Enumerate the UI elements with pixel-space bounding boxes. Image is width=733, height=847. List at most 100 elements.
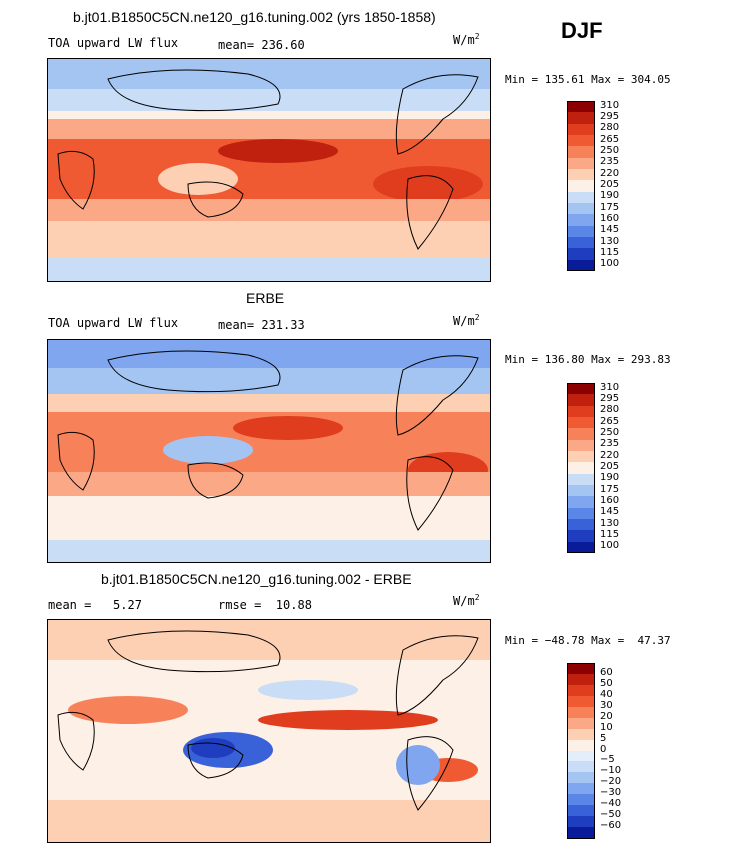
colorbar-swatch (567, 541, 595, 554)
colorbar-swatch (567, 783, 595, 795)
anom-cool-core (191, 738, 235, 758)
colorbar-tick-label: −10 (600, 765, 622, 777)
colorbar-swatch (567, 101, 595, 113)
coast-namerica (395, 355, 479, 436)
colorbar-swatch (567, 485, 595, 497)
coast-australia (187, 462, 244, 499)
panel1-colorbar: 310 295 280 265 250 235 220 205 190 175 160 145 130 1… (567, 99, 647, 273)
panel1-mean: mean= 236.60 (218, 38, 305, 52)
colorbar-tick-label: 220 (600, 449, 620, 461)
colorbar-swatch (567, 507, 595, 520)
colorbar-tick-label: −50 (600, 809, 622, 821)
colorbar-tick-label: 160 (600, 495, 620, 506)
anom-cool-3 (258, 680, 358, 700)
colorbar-tick-label: 50 (600, 677, 613, 689)
coast-samerica (406, 175, 454, 250)
colorbar-swatch (567, 169, 595, 181)
north-cold-band (48, 340, 490, 368)
colorbar-swatch (567, 383, 595, 395)
panel1-units: W/m2 (453, 32, 480, 47)
panel1-map (47, 58, 491, 282)
colorbar-swatch (567, 739, 595, 751)
cool-patch-1 (163, 436, 253, 464)
colorbar-tick-label: 265 (600, 415, 620, 427)
colorbar-tick-label: 100 (600, 540, 620, 552)
panel2-left-label: TOA upward LW flux (48, 316, 179, 330)
colorbar-tick-label: 175 (600, 483, 620, 495)
panel1-title: b.jt01.B1850C5CN.ne120_g16.tuning.002 (y… (73, 9, 436, 25)
warm-core-2 (373, 166, 483, 202)
colorbar-tick-label: 10 (600, 721, 613, 733)
panel1-map-svg (48, 59, 490, 281)
colorbar-tick-label: 145 (600, 506, 620, 518)
colorbar-tick-label: 190 (600, 190, 620, 202)
colorbar-tick-label: 175 (600, 201, 620, 213)
panel2-title: ERBE (246, 290, 285, 306)
south-mid-band (48, 496, 490, 540)
colorbar-swatch (567, 772, 595, 784)
colorbar-tick-label: 310 (600, 381, 620, 393)
coast-samerica (406, 736, 454, 811)
colorbar-swatch (567, 135, 595, 147)
panel3-colorbar: 60 50 40 30 20 10 5 0 −5 −10 −20 −30 −40 −50 −60 (567, 663, 647, 839)
colorbar-tick-label: 205 (600, 179, 620, 190)
panel2-map-svg (48, 340, 490, 562)
colorbar-swatch (567, 225, 595, 238)
colorbar-tick-label: 115 (600, 247, 620, 258)
panel2-colorbar: 310 295 280 265 250 235 220 205 190 175 160 145 130 1… (567, 381, 647, 555)
colorbar-tick-label: 30 (600, 699, 613, 711)
coast-samerica (406, 456, 454, 531)
colorbar-tick-label: 250 (600, 427, 620, 438)
colorbar-tick-label: 60 (600, 666, 613, 678)
subtropic-band-n (48, 119, 490, 139)
colorbar-swatch (567, 684, 595, 697)
colorbar-swatch (567, 157, 595, 170)
anom-warm-2 (258, 710, 438, 730)
colorbar-tick-label: 280 (600, 122, 620, 134)
panel3-mean: mean = 5.27 (48, 598, 142, 612)
subtropic-band-n (48, 394, 490, 412)
coast-eurasia (107, 630, 281, 673)
coast-australia (187, 742, 244, 779)
colorbar-tick-label: 265 (600, 133, 620, 145)
colorbar-swatch (567, 462, 595, 475)
colorbar-tick-label: 190 (600, 472, 620, 484)
anom-cool-2 (396, 745, 440, 785)
colorbar-swatch (567, 214, 595, 227)
colorbar-swatch (567, 112, 595, 125)
colorbar-tick-label: 130 (600, 235, 620, 247)
colorbar-tick-label: 220 (600, 167, 620, 179)
colorbar-tick-label: 295 (600, 111, 620, 122)
colorbar-swatch (567, 805, 595, 817)
subtropic-band-s (48, 199, 490, 221)
cool-patch-1 (158, 163, 238, 195)
colorbar-swatch (567, 439, 595, 452)
colorbar-swatch (567, 673, 595, 686)
coast-australia (187, 181, 244, 218)
colorbar-tick-label: 235 (600, 438, 620, 450)
colorbar-tick-label: 100 (600, 258, 620, 270)
colorbar-tick-label: 235 (600, 156, 620, 168)
panel3-map-svg (48, 620, 490, 842)
coast-africa (57, 711, 95, 771)
colorbar-tick-label: 310 (600, 99, 620, 111)
panel3-title: b.jt01.B1850C5CN.ne120_g16.tuning.002 - … (101, 571, 412, 587)
colorbar-swatch (567, 530, 595, 543)
coast-africa (57, 431, 95, 491)
coast-eurasia (107, 350, 281, 393)
south-band (48, 800, 490, 842)
colorbar-swatch (567, 750, 595, 762)
colorbar-swatch (567, 146, 595, 159)
colorbar-tick-label: 295 (600, 393, 620, 404)
colorbar-swatch (567, 248, 595, 261)
colorbar-swatch (567, 473, 595, 486)
colorbar-tick-label: −5 (600, 754, 615, 766)
panel3-units: W/m2 (453, 593, 480, 608)
coast-africa (57, 150, 95, 210)
colorbar-swatch (567, 123, 595, 136)
season-label: DJF (561, 18, 603, 43)
colorbar-swatch (567, 428, 595, 441)
colorbar-tick-label: 130 (600, 517, 620, 529)
north-band (48, 620, 490, 660)
colorbar-swatch (567, 827, 595, 839)
